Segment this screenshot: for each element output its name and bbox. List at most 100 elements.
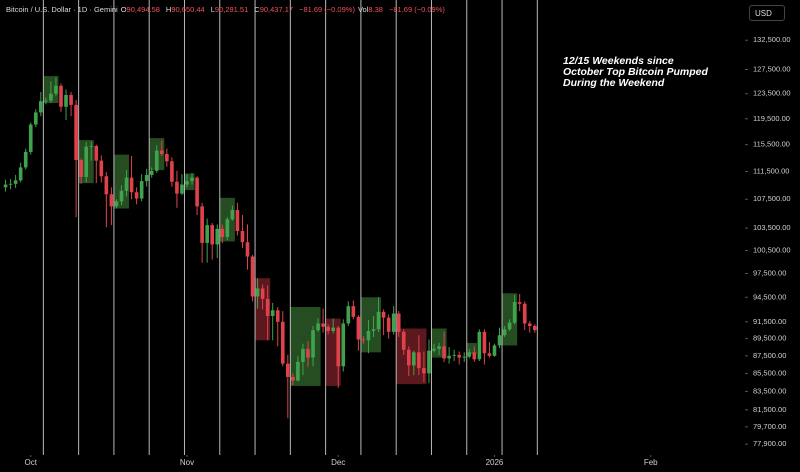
candle-body <box>240 231 245 243</box>
candle-body <box>205 225 209 243</box>
candle-body <box>149 170 154 175</box>
candle-body <box>220 228 225 237</box>
candle-body <box>190 177 194 182</box>
y-tick-label: 83,500.00 <box>753 386 786 395</box>
y-tick-label: 115,500.00 <box>753 140 790 149</box>
candle-body <box>175 181 179 194</box>
weekend-box <box>360 297 382 353</box>
candle-body <box>472 352 477 360</box>
candle-body <box>8 183 13 185</box>
y-tick-label: 87,500.00 <box>753 351 786 360</box>
candle-body <box>306 348 310 358</box>
x-tick-label: Dec <box>331 458 345 467</box>
y-tick-label: 91,500.00 <box>753 317 786 326</box>
candle-body <box>401 331 406 350</box>
candle-body <box>376 311 381 330</box>
candle-body <box>286 363 290 377</box>
candle-body <box>396 313 401 332</box>
candle-body <box>54 85 58 94</box>
candle-body <box>225 219 230 237</box>
weekend-box <box>113 154 130 209</box>
weekend-box <box>466 342 477 355</box>
candle-body <box>79 159 83 177</box>
candle-body <box>23 151 28 168</box>
candle-body <box>311 330 315 358</box>
currency-button[interactable]: USD <box>749 5 785 21</box>
candle-body <box>129 177 134 193</box>
candle-body <box>391 313 396 332</box>
candle-body <box>119 190 124 202</box>
candle-body <box>457 354 462 358</box>
y-tick-label: 79,700.00 <box>753 422 786 431</box>
candle-body <box>94 145 99 161</box>
candle-body <box>331 327 335 332</box>
candle-body <box>89 145 94 147</box>
ohlc-item: L90,291.51 <box>211 5 252 14</box>
candle-body <box>366 331 371 341</box>
candle-body <box>18 167 23 181</box>
weekend-box <box>290 306 321 386</box>
candle-body <box>291 376 295 381</box>
y-tick-label: 111,500.00 <box>753 166 789 175</box>
candle-body <box>316 323 320 331</box>
annotation-line: October Top Bitcoin Pumped <box>563 66 708 78</box>
candle-body <box>74 104 78 160</box>
candle-body <box>69 94 73 105</box>
candle-body <box>139 181 144 199</box>
candle-body <box>406 349 411 366</box>
symbol-legend: Bitcoin / U.S. Dollar · 1D · Gemini O90,4… <box>6 5 448 14</box>
candle-body <box>180 184 184 194</box>
symbol-title: Bitcoin / U.S. Dollar · 1D · Gemini <box>6 5 118 14</box>
candle-body <box>260 288 265 299</box>
x-tick-label: Feb <box>644 458 658 467</box>
y-tick-label: 97,500.00 <box>753 268 786 277</box>
y-tick-label: 85,500.00 <box>753 368 786 377</box>
volume-value: 8.38 <box>368 5 383 14</box>
volume: Vol8.38 <box>358 5 386 14</box>
candle-body <box>235 209 240 232</box>
ohlc-label: C <box>254 5 260 14</box>
y-tick-label: 132,500.00 <box>753 35 791 44</box>
candle-body <box>215 228 220 245</box>
candle-body <box>114 201 119 207</box>
candle-body <box>64 94 68 107</box>
candle-body <box>321 323 325 327</box>
ohlc-value: 90,650.44 <box>171 5 205 14</box>
candle-body <box>346 306 351 324</box>
candle-body <box>341 323 346 367</box>
candle-body <box>422 368 426 374</box>
candle-body <box>99 160 104 177</box>
ohlc-value: 90,291.51 <box>214 5 249 14</box>
candle-body <box>185 181 189 185</box>
candle-body <box>124 177 129 191</box>
volume-label: Vol <box>357 5 369 14</box>
y-tick-label: 94,500.00 <box>753 292 786 301</box>
candle-body <box>371 329 376 332</box>
candle-body <box>497 335 502 346</box>
candle-body <box>336 327 341 367</box>
candle-body <box>250 256 255 297</box>
candle-body <box>417 352 421 369</box>
candle-body <box>442 346 446 359</box>
candle-body <box>522 303 527 324</box>
y-tick-label: 123,500.00 <box>753 89 791 98</box>
candle-body <box>296 361 300 381</box>
candle-body <box>270 310 275 317</box>
ohlc-label: O <box>120 5 127 14</box>
y-tick-label: 119,500.00 <box>753 114 790 123</box>
y-tick-label: 107,500.00 <box>753 194 791 203</box>
weekend-box <box>184 173 195 191</box>
ohlc-label: L <box>210 5 215 14</box>
candle-body <box>301 348 305 362</box>
candle-body <box>467 352 472 357</box>
candle-body <box>84 146 89 177</box>
x-tick-label: Oct <box>25 458 38 467</box>
candle-body <box>482 331 487 354</box>
candle-body <box>487 353 492 356</box>
change: −81.69 (−0.09%) <box>299 5 355 14</box>
ohlc-item: O90,494.58 <box>121 5 163 14</box>
annotation-line: 12/15 Weekends since <box>563 55 674 67</box>
candle-body <box>351 306 356 317</box>
candle-body <box>462 356 467 358</box>
